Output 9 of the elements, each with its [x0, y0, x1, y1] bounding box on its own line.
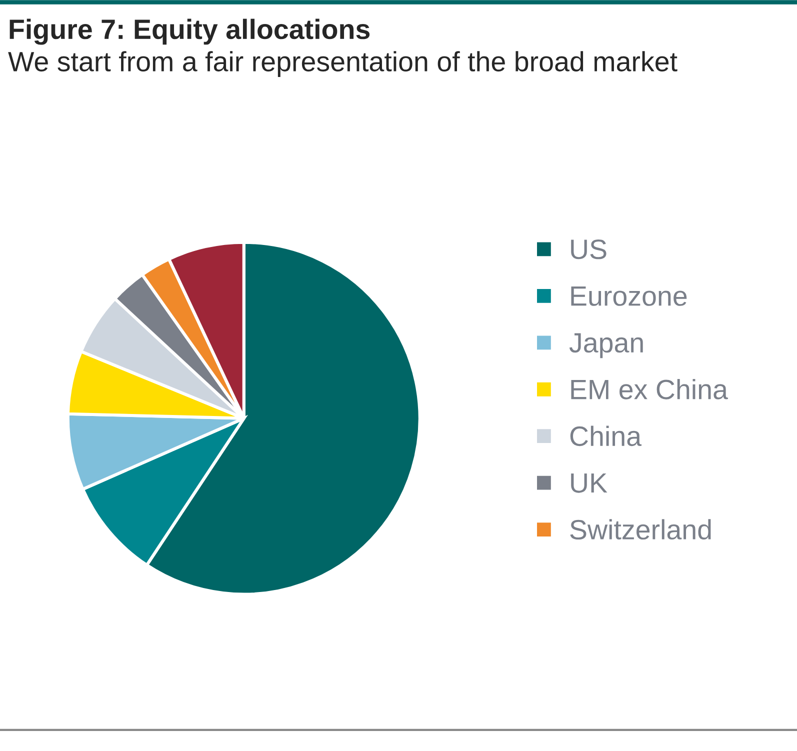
chart-subtitle: We start from a fair representation of the broad market — [8, 51, 678, 77]
chart-title: Figure 7: Equity allocations — [10, 18, 370, 45]
legend-label: UK — [571, 473, 608, 493]
legend-label: US — [571, 240, 606, 260]
legend-label: EM ex China — [571, 378, 728, 400]
legend-label: Japan — [569, 333, 643, 358]
legend-label: Switzerland — [570, 519, 711, 540]
legend-label: China — [570, 426, 642, 446]
legend-label: Eurozone — [571, 286, 687, 306]
